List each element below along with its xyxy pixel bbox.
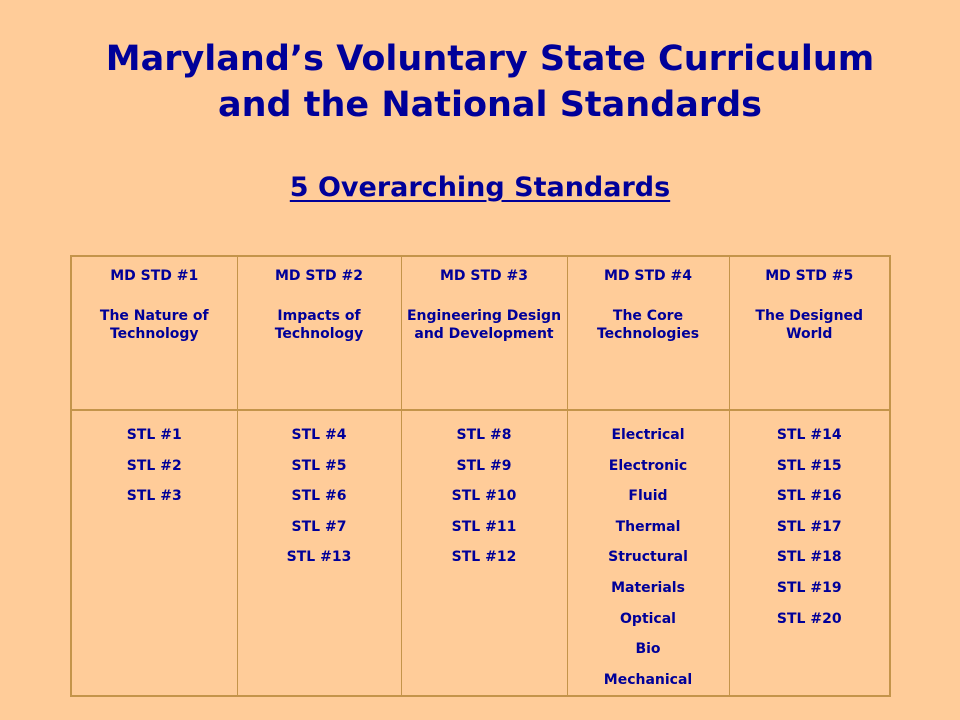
header-cell-md-std-2: MD STD #2 Impacts of Technology: [236, 255, 402, 411]
body-cell-md-std-2: STL #4 STL #5 STL #6 STL #7 STL #13: [236, 409, 402, 697]
list-item: Mechanical: [603, 671, 693, 688]
list-item: STL #6: [291, 488, 347, 505]
header-cell-md-std-5: MD STD #5 The Designed World: [728, 255, 891, 411]
md-std-label: MD STD #4: [603, 268, 693, 284]
md-std-name: Impacts of Technology: [274, 308, 364, 342]
list-item: STL #18: [776, 549, 842, 566]
stl-list: STL #8 STL #9 STL #10 STL #11 STL #12: [402, 411, 567, 573]
title-line-1: Maryland’s Voluntary State Curriculum: [105, 39, 875, 79]
standards-body-row: STL #1 STL #2 STL #3 STL #4 STL #5 STL #…: [70, 409, 891, 697]
md-std-name: The Designed World: [755, 308, 864, 342]
list-item: STL #10: [451, 488, 517, 505]
list-item: STL #4: [291, 427, 347, 443]
md-std-label: MD STD #5: [765, 268, 854, 284]
list-item: STL #14: [776, 427, 842, 443]
page-title: Maryland’s Voluntary State Curriculum an…: [0, 36, 960, 128]
stl-list: STL #4 STL #5 STL #6 STL #7 STL #13: [238, 411, 401, 573]
list-item: Bio: [635, 641, 661, 658]
md-std-name: The Core Technologies: [596, 308, 700, 342]
list-item: Thermal: [615, 518, 681, 535]
list-item: STL #12: [451, 549, 517, 566]
header-cell-md-std-4: MD STD #4 The Core Technologies: [566, 255, 730, 411]
body-cell-md-std-5: STL #14 STL #15 STL #16 STL #17 STL #18 …: [728, 409, 891, 697]
header-cell-md-std-3: MD STD #3 Engineering Design and Develop…: [400, 255, 568, 411]
standards-header-row: MD STD #1 The Nature of Technology MD ST…: [70, 255, 891, 411]
subtitle: 5 Overarching Standards: [0, 170, 960, 206]
list-item: Materials: [611, 579, 685, 596]
list-item: STL #9: [456, 457, 512, 474]
list-item: Optical: [620, 610, 676, 627]
list-item: STL #2: [126, 457, 182, 474]
list-item: STL #13: [286, 549, 352, 566]
body-cell-md-std-4: Electrical Electronic Fluid Thermal Stru…: [566, 409, 730, 697]
list-item: STL #8: [456, 427, 512, 443]
list-item: STL #19: [776, 579, 842, 596]
list-item: STL #11: [451, 518, 517, 535]
md-std-label: MD STD #3: [439, 268, 529, 284]
title-line-2: and the National Standards: [217, 85, 763, 125]
body-cell-md-std-1: STL #1 STL #2 STL #3: [70, 409, 238, 697]
list-item: STL #3: [126, 488, 182, 505]
md-std-name: Engineering Design and Development: [406, 308, 562, 342]
stl-list: STL #1 STL #2 STL #3: [72, 411, 237, 512]
list-item: STL #5: [291, 457, 347, 474]
list-item: Electronic: [608, 457, 688, 474]
stl-list: STL #14 STL #15 STL #16 STL #17 STL #18 …: [730, 411, 890, 634]
list-item: STL #17: [776, 518, 842, 535]
list-item: STL #7: [291, 518, 347, 535]
subtitle-text: 5 Overarching Standards: [289, 172, 671, 203]
standards-table: MD STD #1 The Nature of Technology MD ST…: [70, 255, 891, 698]
md-std-label: MD STD #2: [274, 268, 364, 284]
body-cell-md-std-3: STL #8 STL #9 STL #10 STL #11 STL #12: [400, 409, 568, 697]
md-std-label: MD STD #1: [110, 268, 199, 284]
list-item: STL #16: [776, 488, 842, 505]
list-item: STL #20: [776, 610, 842, 627]
md-std-name: The Nature of Technology: [99, 308, 209, 342]
header-cell-md-std-1: MD STD #1 The Nature of Technology: [70, 255, 238, 411]
technology-list: Electrical Electronic Fluid Thermal Stru…: [568, 411, 729, 695]
list-item: Fluid: [628, 488, 668, 505]
list-item: Structural: [608, 549, 688, 566]
list-item: STL #1: [126, 427, 182, 443]
list-item: Electrical: [611, 427, 685, 443]
list-item: STL #15: [776, 457, 842, 474]
